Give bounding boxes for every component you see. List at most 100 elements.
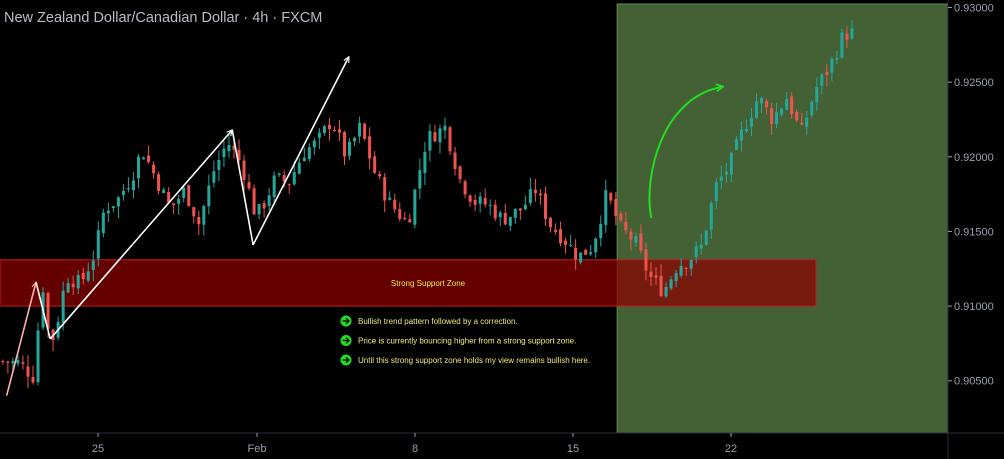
candle-up[interactable] [267,195,271,207]
candle-up[interactable] [850,28,854,39]
candle-down[interactable] [639,233,643,251]
candle-down[interactable] [548,218,553,228]
candle-down[interactable] [46,293,50,329]
candle-down[interactable] [453,152,457,170]
candle-down[interactable] [403,217,407,220]
candle-up[interactable] [669,279,673,289]
candle-up[interactable] [498,212,502,218]
candle-down[interactable] [518,208,522,211]
trend-arrow[interactable] [231,129,254,246]
candle-down[interactable] [393,199,397,210]
candle-down[interactable] [172,203,176,206]
candle-down[interactable] [433,132,437,142]
candle-up[interactable] [121,191,125,196]
candle-up[interactable] [423,151,427,174]
candle-down[interactable] [554,229,558,232]
candle-down[interactable] [71,283,75,288]
candle-up[interactable] [142,157,146,160]
candle-down[interactable] [327,124,331,130]
candle-up[interactable] [835,57,839,60]
candle-up[interactable] [106,210,110,214]
candle-up[interactable] [358,122,362,137]
candle-up[interactable] [523,204,527,210]
candle-down[interactable] [609,193,613,201]
candle-down[interactable] [483,197,487,205]
candle-up[interactable] [207,185,211,207]
candle-up[interactable] [805,117,809,127]
candle-down[interactable] [649,271,653,277]
candle-up[interactable] [443,125,447,131]
curved-bullish-arrow[interactable] [648,87,723,219]
candle-down[interactable] [6,361,10,363]
candle-down[interactable] [21,362,25,364]
candle-up[interactable] [136,156,141,179]
candle-down[interactable] [368,136,372,159]
candle-up[interactable] [709,203,713,230]
candle-up[interactable] [297,162,301,174]
candle-up[interactable] [131,180,135,191]
candle-down[interactable] [332,130,336,132]
candle-up[interactable] [162,189,166,194]
candle-down[interactable] [282,175,286,182]
candle-down[interactable] [574,247,578,260]
candle-down[interactable] [378,173,382,177]
candle-down[interactable] [619,213,623,221]
candle-down[interactable] [684,267,688,269]
candle-down[interactable] [152,164,156,174]
candle-down[interactable] [242,160,246,180]
candle-down[interactable] [845,33,849,40]
candle-down[interactable] [247,182,251,189]
candle-down[interactable] [157,174,161,191]
candle-up[interactable] [528,189,532,203]
candle-down[interactable] [187,185,191,206]
candle-up[interactable] [820,74,824,86]
candle-down[interactable] [458,166,462,180]
candle-up[interactable] [307,147,311,160]
candle-up[interactable] [749,117,753,127]
candle-up[interactable] [604,190,608,225]
candle-up[interactable] [257,204,261,215]
candle-down[interactable] [167,192,171,203]
candle-up[interactable] [101,212,105,234]
candle-down[interactable] [448,127,452,152]
candle-up[interactable] [488,204,492,206]
candle-down[interactable] [237,149,241,160]
candle-up[interactable] [714,182,718,201]
candle-down[interactable] [624,221,628,231]
candle-up[interactable] [302,157,306,162]
candle-up[interactable] [744,128,748,132]
candle-up[interactable] [272,175,276,198]
candle-up[interactable] [830,58,834,73]
candle-down[interactable] [493,204,497,219]
trend-arrow[interactable] [5,282,36,396]
candle-up[interactable] [569,244,573,246]
candle-down[interactable] [287,184,291,186]
candle-up[interactable] [418,170,422,189]
candle-up[interactable] [388,197,392,200]
candle-up[interactable] [111,206,115,208]
candle-up[interactable] [312,140,316,148]
candle-down[interactable] [533,189,537,194]
candle-up[interactable] [222,148,226,158]
candle-down[interactable] [408,219,412,223]
candle-down[interactable] [1,360,5,362]
candle-up[interactable] [734,139,738,150]
candle-down[interactable] [342,132,347,157]
candle-down[interactable] [795,111,799,121]
candle-down[interactable] [31,376,35,383]
price-axis[interactable]: 0.93000 0.92500 0.92000 0.91500 0.91000 0.905… [948,2,994,388]
candle-up[interactable] [634,236,638,243]
candle-up[interactable] [594,238,598,253]
candle-down[interactable] [383,177,387,201]
candle-up[interactable] [840,32,844,58]
candle-down[interactable] [473,199,477,205]
candle-up[interactable] [579,252,583,263]
candle-down[interactable] [147,155,151,163]
candle-up[interactable] [353,137,357,142]
candle-up[interactable] [438,128,442,143]
candle-up[interactable] [724,171,728,175]
candle-down[interactable] [81,272,85,280]
candle-up[interactable] [292,172,296,185]
candle-up[interactable] [679,265,683,276]
